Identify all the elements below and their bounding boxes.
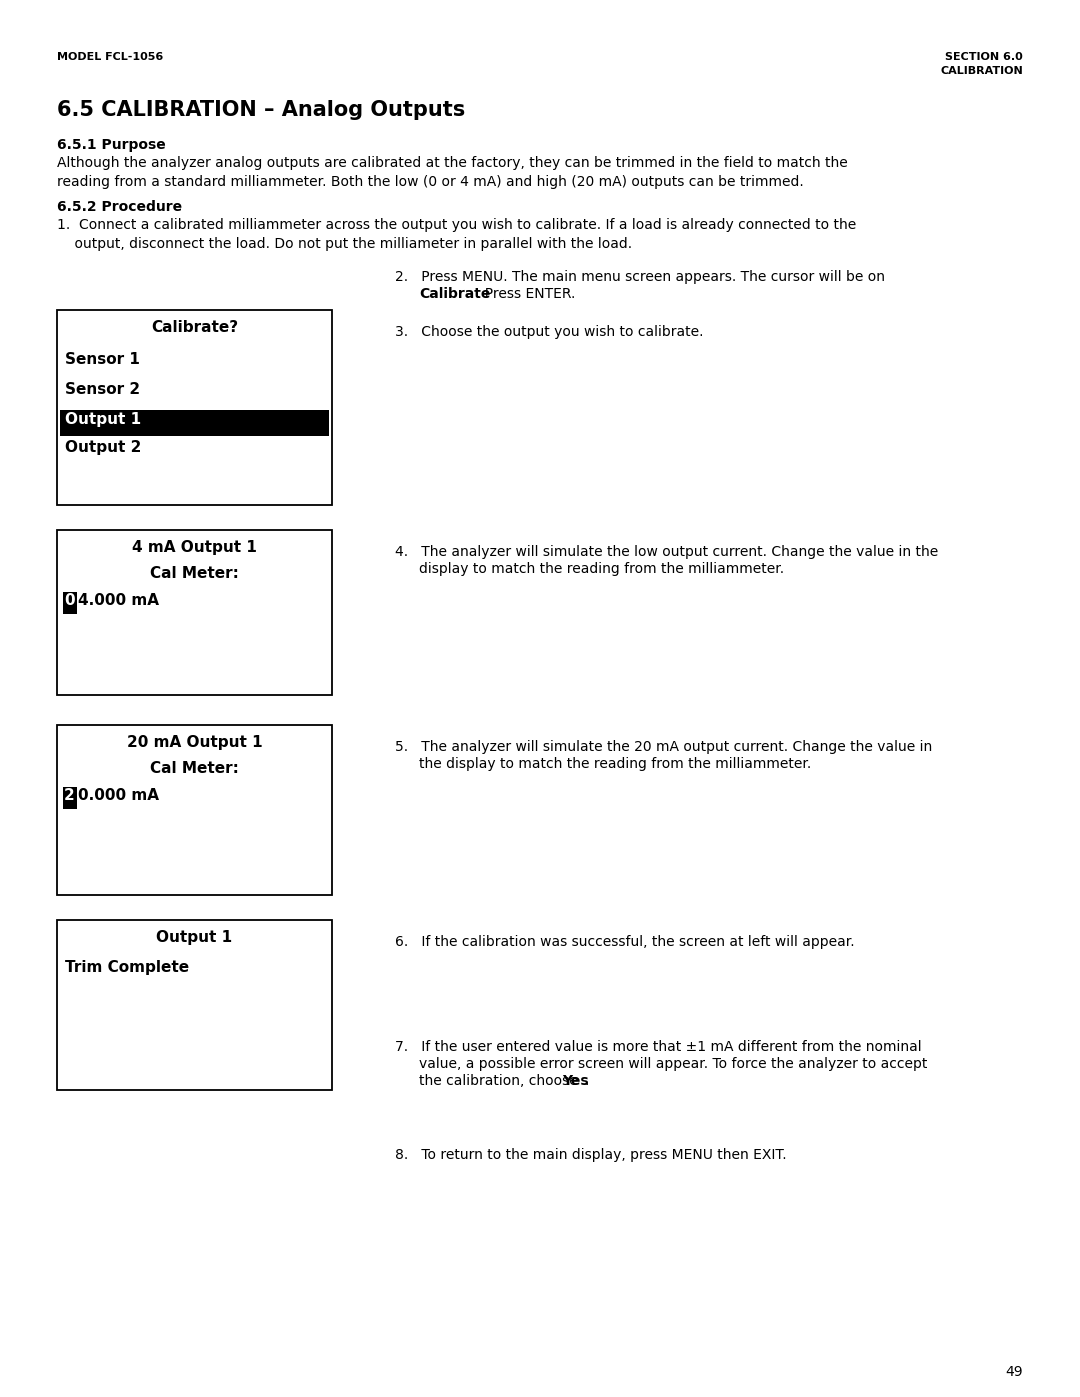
Text: Cal Meter:: Cal Meter: [150, 761, 239, 775]
Text: display to match the reading from the milliammeter.: display to match the reading from the mi… [419, 562, 784, 576]
Text: 0: 0 [64, 592, 75, 608]
Text: Output 1: Output 1 [157, 930, 232, 944]
Text: Output 2: Output 2 [65, 440, 141, 455]
Text: SECTION 6.0: SECTION 6.0 [945, 52, 1023, 61]
Text: value, a possible error screen will appear. To force the analyzer to accept: value, a possible error screen will appe… [419, 1058, 928, 1071]
Text: 6.5.2 Procedure: 6.5.2 Procedure [57, 200, 183, 214]
Text: 6.5 CALIBRATION – Analog Outputs: 6.5 CALIBRATION – Analog Outputs [57, 101, 465, 120]
Text: 1.  Connect a calibrated milliammeter across the output you wish to calibrate. I: 1. Connect a calibrated milliammeter acr… [57, 218, 856, 251]
Bar [57, 529, 332, 694]
Text: 49: 49 [1005, 1365, 1023, 1379]
Text: the calibration, choose: the calibration, choose [419, 1074, 582, 1088]
Text: MODEL FCL-1056: MODEL FCL-1056 [57, 52, 163, 61]
Text: Calibrate?: Calibrate? [151, 320, 238, 335]
Text: 4 mA Output 1: 4 mA Output 1 [132, 541, 257, 555]
Text: Sensor 1: Sensor 1 [65, 352, 140, 367]
Text: 20 mA Output 1: 20 mA Output 1 [126, 735, 262, 750]
Text: Yes: Yes [562, 1074, 589, 1088]
Text: 0.000 mA: 0.000 mA [78, 788, 159, 803]
Bar [63, 592, 77, 615]
Text: Calibrate: Calibrate [419, 286, 490, 300]
Text: 6.5.1 Purpose: 6.5.1 Purpose [57, 138, 165, 152]
Text: 3.   Choose the output you wish to calibrate.: 3. Choose the output you wish to calibra… [395, 326, 703, 339]
Bar [57, 921, 332, 1090]
Text: 4.   The analyzer will simulate the low output current. Change the value in the: 4. The analyzer will simulate the low ou… [395, 545, 939, 559]
Text: Trim Complete: Trim Complete [65, 960, 189, 975]
Text: 4.000 mA: 4.000 mA [78, 592, 159, 608]
Text: . Press ENTER.: . Press ENTER. [476, 286, 576, 300]
Text: Output 1: Output 1 [65, 412, 141, 427]
Text: Although the analyzer analog outputs are calibrated at the factory, they can be : Although the analyzer analog outputs are… [57, 156, 848, 189]
Text: 8.   To return to the main display, press MENU then EXIT.: 8. To return to the main display, press … [395, 1148, 786, 1162]
Bar [57, 310, 332, 504]
Text: 2: 2 [64, 788, 75, 803]
Bar [60, 409, 329, 436]
Text: 2.   Press MENU. The main menu screen appears. The cursor will be on: 2. Press MENU. The main menu screen appe… [395, 270, 885, 284]
Text: 7.   If the user entered value is more that ±1 mA different from the nominal: 7. If the user entered value is more tha… [395, 1039, 921, 1053]
Text: Sensor 2: Sensor 2 [65, 381, 140, 397]
Bar [63, 787, 77, 809]
Text: the display to match the reading from the milliammeter.: the display to match the reading from th… [419, 757, 811, 771]
Text: 5.   The analyzer will simulate the 20 mA output current. Change the value in: 5. The analyzer will simulate the 20 mA … [395, 740, 932, 754]
Bar [57, 725, 332, 895]
Text: CALIBRATION: CALIBRATION [941, 66, 1023, 75]
Text: 6.   If the calibration was successful, the screen at left will appear.: 6. If the calibration was successful, th… [395, 935, 854, 949]
Text: Cal Meter:: Cal Meter: [150, 566, 239, 581]
Text: .: . [584, 1074, 589, 1088]
